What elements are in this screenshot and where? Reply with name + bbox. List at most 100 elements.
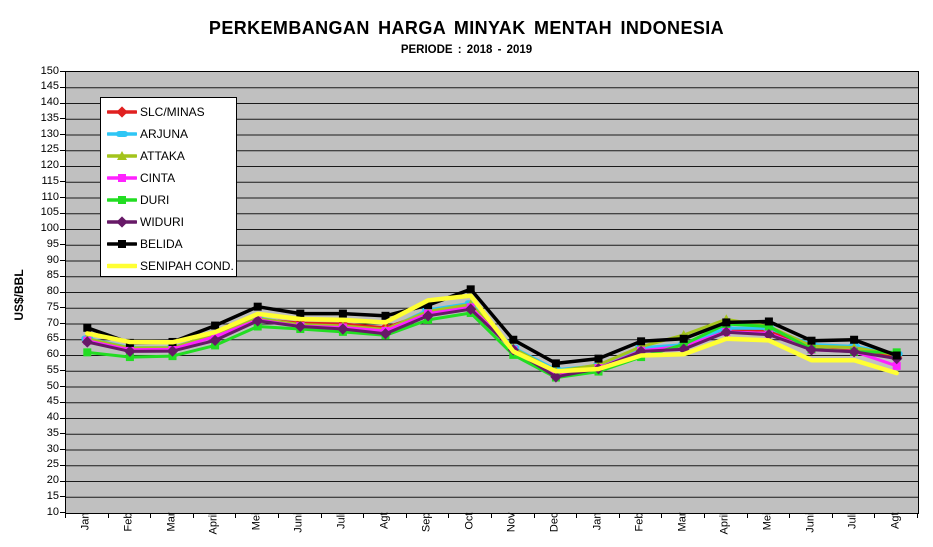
legend-label: BELIDA: [140, 237, 183, 251]
y-tick-label-45: 45: [46, 395, 59, 408]
y-tick-mark: [60, 354, 65, 356]
x-tick-label-17-juni: Juni: [804, 512, 816, 533]
legend: SLC/MINAS ARJUNA ATTAKA CINTA DURI WIDURI BELI…: [100, 97, 237, 277]
legend-item-duri: DURI: [101, 189, 236, 211]
y-tick-label-135: 135: [40, 111, 59, 124]
y-tick-label-35: 35: [46, 426, 59, 439]
legend-label: SENIPAH COND.: [140, 259, 234, 273]
y-tick-mark: [60, 512, 65, 513]
plot-svg: [66, 87, 918, 498]
x-tick-label-15-april: April: [718, 512, 731, 535]
x-tick-mark: [874, 513, 876, 518]
y-tick-mark: [60, 244, 65, 246]
x-tick-label-16-mei: Mei: [761, 512, 774, 531]
y-tick-mark: [60, 401, 65, 403]
series-senipah-cond: [85, 293, 899, 376]
x-tick-mark: [491, 513, 492, 518]
x-tick-mark: [746, 513, 748, 518]
x-tick-label-12-jan: Jan: [591, 512, 603, 531]
legend-marker-duri-icon: [107, 196, 137, 204]
x-tick-label-14-mar: Mar: [676, 512, 689, 532]
y-tick-label-60: 60: [46, 348, 59, 360]
legend-marker-cinta-icon: [107, 174, 137, 182]
y-tick-mark: [60, 86, 65, 88]
legend-label: ARJUNA: [140, 127, 189, 141]
x-tick-label-10-nov: Nov: [505, 512, 518, 533]
x-tick-mark: [192, 513, 194, 518]
y-tick-mark: [60, 102, 65, 104]
y-tick-label-145: 145: [40, 80, 59, 93]
legend-item-arjuna: ARJUNA: [101, 123, 236, 145]
y-tick-label-75: 75: [46, 300, 59, 313]
y-tick-mark: [60, 149, 65, 151]
legend-label: WIDURI: [140, 215, 184, 229]
x-tick-label-3-april: April: [207, 512, 220, 535]
y-tick-mark: [60, 118, 65, 120]
y-tick-label-120: 120: [40, 159, 59, 171]
x-tick-mark: [576, 513, 578, 518]
x-tick-label-9-oct: Oct: [463, 512, 476, 530]
x-tick-label-19-agt: Agt: [889, 512, 902, 530]
x-tick-mark: [831, 513, 833, 518]
x-tick-label-4-mei: Mei: [250, 512, 263, 531]
x-tick-mark: [320, 513, 322, 518]
x-tick-label-13-feb: Feb: [633, 512, 646, 532]
x-tick-label-18-juli: Juli: [846, 512, 859, 530]
x-tick-mark: [704, 513, 705, 518]
y-tick-label-90: 90: [46, 253, 59, 266]
y-tick-mark: [60, 291, 65, 293]
y-tick-mark: [60, 260, 65, 261]
legend-item-slc-minas: SLC/MINAS: [101, 101, 236, 123]
series-line-belida: [85, 287, 899, 366]
series-belida: [83, 285, 901, 368]
y-tick-label-100: 100: [40, 222, 59, 234]
y-tick-label-10: 10: [46, 505, 59, 518]
legend-item-cinta: CINTA: [101, 167, 236, 189]
x-tick-mark: [661, 513, 663, 518]
y-tick-label-50: 50: [46, 379, 59, 392]
x-tick-label-2-mar: Mar: [165, 512, 177, 532]
y-tick-mark: [60, 71, 65, 72]
series-line-senipah-cond: [85, 293, 899, 376]
legend-marker-arjuna-icon: [107, 131, 137, 137]
y-tick-mark: [60, 165, 65, 167]
x-tick-mark: [533, 513, 535, 518]
y-tick-label-140: 140: [40, 96, 59, 108]
legend-item-belida: BELIDA: [101, 233, 236, 255]
legend-marker-widuri-icon: [107, 216, 137, 228]
y-tick-mark: [60, 464, 65, 466]
series-line-duri: [85, 311, 899, 380]
y-tick-mark: [60, 338, 65, 340]
y-tick-mark: [60, 496, 65, 498]
legend-marker-attaka-icon: [107, 151, 137, 160]
legend-label: CINTA: [140, 171, 176, 185]
y-tick-label-20: 20: [46, 474, 59, 486]
y-tick-mark: [60, 181, 65, 183]
x-tick-label-7-agt: Agt: [378, 512, 390, 530]
y-tick-label-150: 150: [40, 64, 59, 77]
legend-item-attaka: ATTAKA: [101, 145, 236, 167]
x-tick-label-11-dec: Dec: [548, 512, 561, 533]
y-tick-label-85: 85: [46, 269, 59, 282]
legend-marker-belida-icon: [107, 240, 137, 248]
y-tick-label-95: 95: [46, 237, 59, 250]
y-tick-label-30: 30: [46, 442, 59, 455]
y-tick-mark: [60, 275, 65, 277]
legend-marker-senipah-cond-icon: [107, 263, 137, 269]
x-tick-mark: [107, 513, 109, 518]
y-tick-mark: [60, 370, 65, 372]
x-tick-mark: [363, 513, 365, 518]
x-tick-mark: [448, 513, 450, 518]
legend-item-widuri: WIDURI: [101, 211, 236, 233]
y-tick-mark: [60, 386, 65, 387]
y-tick-label-15: 15: [46, 489, 59, 502]
y-tick-label-25: 25: [46, 458, 59, 471]
y-tick-mark: [60, 480, 65, 482]
legend-label: SLC/MINAS: [140, 105, 205, 119]
y-tick-mark: [60, 417, 65, 419]
x-tick-mark: [405, 513, 407, 518]
y-tick-mark: [60, 212, 65, 214]
x-tick-label-1-feb: Feb: [122, 512, 135, 532]
series-line-widuri: [85, 307, 899, 379]
